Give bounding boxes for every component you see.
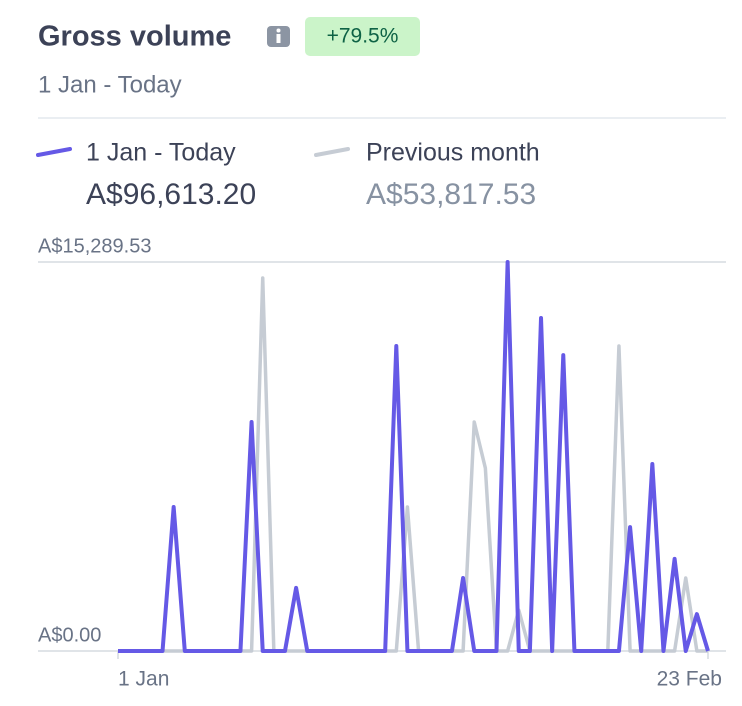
info-icon-dot xyxy=(276,28,281,33)
info-icon[interactable] xyxy=(267,26,290,47)
series-total: A$53,817.53 xyxy=(366,178,536,211)
info-icon-bar xyxy=(276,34,281,43)
legend-label: 1 Jan - Today xyxy=(86,139,236,167)
y-tick-label: A$0.00 xyxy=(38,624,101,646)
change-value: +79.5% xyxy=(327,25,399,48)
series-total: A$96,613.20 xyxy=(86,178,256,211)
subtitle: 1 Jan - Today xyxy=(38,71,182,98)
series-line xyxy=(118,260,710,653)
legend-swatch xyxy=(314,147,350,157)
legend-swatch xyxy=(36,147,72,157)
x-tick-label: 1 Jan xyxy=(118,668,169,691)
legend-label: Previous month xyxy=(366,139,540,167)
y-tick-label: A$15,289.53 xyxy=(38,235,151,257)
change-badge xyxy=(305,17,420,56)
series-line xyxy=(118,276,708,653)
title: Gross volume xyxy=(38,21,231,53)
x-tick-label: 23 Feb xyxy=(657,668,722,691)
